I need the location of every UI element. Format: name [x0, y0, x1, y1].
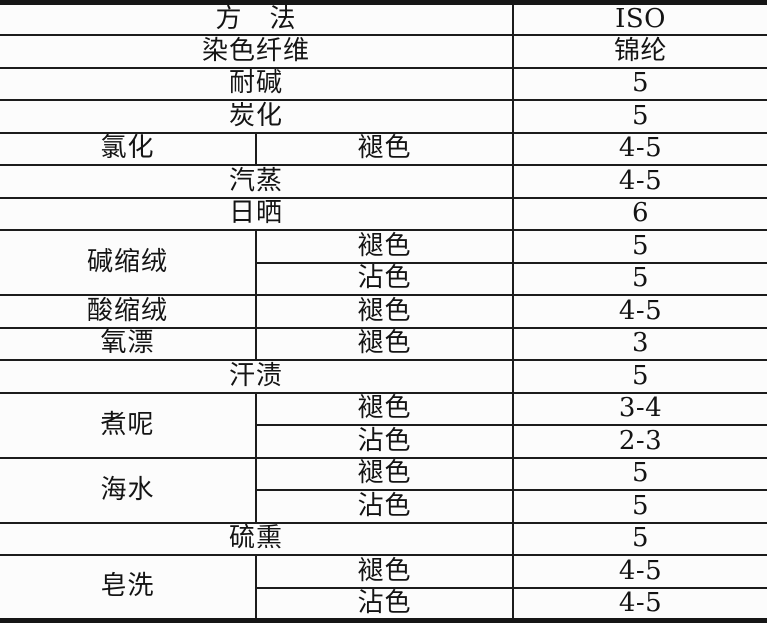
effect-cell: 褪色 [254, 391, 514, 427]
rating-cell: 4-5 [512, 586, 767, 622]
rating-cell: 5 [512, 359, 767, 394]
effect-cell: 褪色 [254, 294, 514, 329]
rating-cell: 5 [512, 456, 767, 492]
table-row: 煮呢 褪色 3-4 [0, 391, 767, 459]
rating-cell: 5 [512, 229, 767, 264]
effect-cell: 褪色 [254, 131, 514, 167]
table-row: 硫熏 5 [0, 521, 767, 557]
rating-cell: 3-4 [512, 391, 767, 427]
effect-cell: 沾色 [254, 586, 514, 622]
table-row: 沾色 5 [0, 489, 767, 524]
table-row: 碱缩绒 褪色 5 [0, 229, 767, 297]
rating-cell: 5 [512, 99, 767, 134]
table-row: 染色纤维 锦纶 [0, 34, 767, 69]
table-row: 炭化 5 [0, 99, 767, 134]
header-iso-cell: ISO [512, 1, 767, 37]
rating-cell: 2-3 [512, 424, 767, 459]
table-row: 方 法 ISO [0, 1, 767, 37]
rating-cell: 4-5 [512, 554, 767, 589]
rating-cell: 4-5 [512, 294, 767, 329]
rating-cell: 4-5 [512, 164, 767, 199]
rating-cell: 5 [512, 521, 767, 557]
table-row: 氧漂 褪色 3 [0, 326, 767, 362]
rating-cell: 5 [512, 66, 767, 102]
table-row: 汽蒸 4-5 [0, 164, 767, 199]
method-cell: 硫熏 [0, 521, 514, 557]
method-cell: 炭化 [0, 99, 514, 134]
method-cell: 碱缩绒 [0, 229, 256, 297]
method-cell: 氧漂 [0, 326, 256, 362]
table-row: 日晒 6 [0, 196, 767, 232]
method-cell: 海水 [0, 456, 256, 524]
table-row: 海水 褪色 5 [0, 456, 767, 524]
table-row: 沾色 5 [0, 261, 767, 297]
table-row: 氯化 褪色 4-5 [0, 131, 767, 167]
fiber-value-cell: 锦纶 [512, 34, 767, 69]
effect-cell: 沾色 [254, 424, 514, 459]
rating-cell: 5 [512, 489, 767, 524]
effect-cell: 沾色 [254, 261, 514, 297]
table-row: 沾色 4-5 [0, 586, 767, 622]
effect-cell: 褪色 [254, 554, 514, 589]
effect-cell: 褪色 [254, 326, 514, 362]
table-row: 汗渍 5 [0, 359, 767, 394]
table-row: 沾色 2-3 [0, 424, 767, 459]
method-cell: 酸缩绒 [0, 294, 256, 329]
table-row: 皂洗 褪色 4-5 [0, 554, 767, 622]
rating-cell: 4-5 [512, 131, 767, 167]
rating-cell: 3 [512, 326, 767, 362]
method-cell: 汗渍 [0, 359, 514, 394]
method-cell: 皂洗 [0, 554, 256, 622]
rating-cell: 6 [512, 196, 767, 232]
effect-cell: 褪色 [254, 229, 514, 264]
dyed-fiber-label-cell: 染色纤维 [0, 34, 514, 69]
effect-cell: 褪色 [254, 456, 514, 492]
method-cell: 汽蒸 [0, 164, 514, 199]
table-row: 耐碱 5 [0, 66, 767, 102]
effect-cell: 沾色 [254, 489, 514, 524]
method-cell: 耐碱 [0, 66, 514, 102]
method-cell: 煮呢 [0, 391, 256, 459]
method-cell: 日晒 [0, 196, 514, 232]
header-method-cell: 方 法 [0, 1, 514, 37]
method-cell: 氯化 [0, 131, 256, 167]
table-row: 酸缩绒 褪色 4-5 [0, 294, 767, 329]
rating-cell: 5 [512, 261, 767, 297]
